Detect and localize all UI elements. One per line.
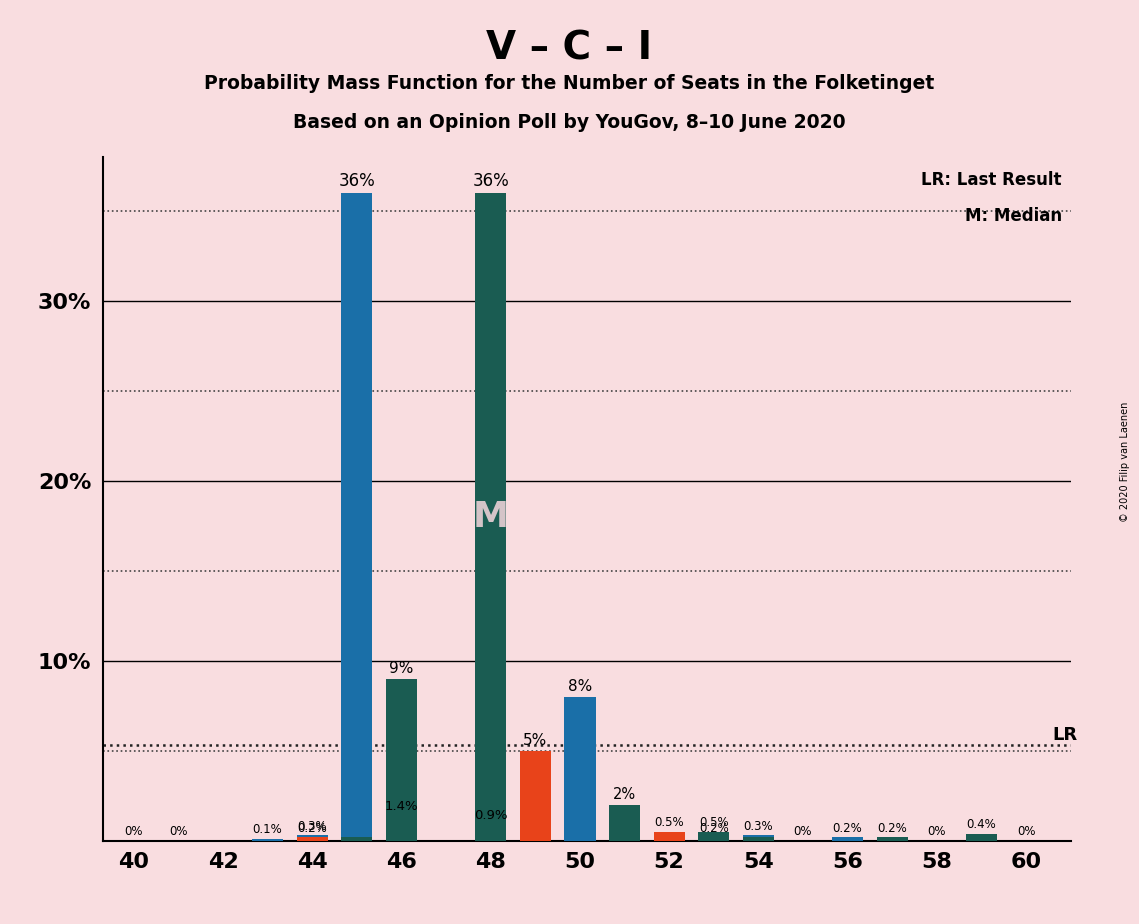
Text: 0.2%: 0.2% (877, 821, 907, 834)
Text: 0.4%: 0.4% (967, 818, 997, 831)
Text: 0%: 0% (124, 825, 144, 838)
Bar (252, 839, 284, 841)
Text: 0.9%: 0.9% (474, 808, 507, 822)
Text: 0%: 0% (927, 825, 947, 838)
Bar (877, 837, 908, 841)
Bar (698, 837, 729, 841)
Text: M: M (473, 500, 509, 534)
Bar (342, 193, 372, 841)
Bar (386, 679, 417, 841)
Bar (475, 193, 506, 841)
Bar (519, 751, 551, 841)
Text: M: Median: M: Median (965, 208, 1062, 225)
Bar (296, 835, 328, 841)
Text: © 2020 Filip van Laenen: © 2020 Filip van Laenen (1121, 402, 1130, 522)
Text: 1.4%: 1.4% (385, 800, 418, 813)
Bar (296, 837, 328, 841)
Text: 0.2%: 0.2% (297, 821, 327, 834)
Text: 36%: 36% (338, 173, 375, 190)
Text: 0.5%: 0.5% (699, 816, 729, 829)
Bar (743, 837, 775, 841)
Text: LR: LR (1052, 725, 1077, 744)
Text: 36%: 36% (473, 173, 509, 190)
Bar (654, 832, 685, 841)
Text: 0.1%: 0.1% (253, 823, 282, 836)
Text: 0%: 0% (169, 825, 188, 838)
Text: 2%: 2% (613, 787, 636, 802)
Text: V – C – I: V – C – I (486, 30, 653, 67)
Text: LR: Last Result: LR: Last Result (921, 172, 1062, 189)
Text: 5%: 5% (523, 733, 548, 748)
Text: 0.5%: 0.5% (654, 816, 683, 829)
Text: 9%: 9% (390, 662, 413, 676)
Bar (966, 833, 997, 841)
Bar (698, 832, 729, 841)
Bar (831, 837, 863, 841)
Bar (386, 816, 417, 841)
Text: 0.3%: 0.3% (297, 820, 327, 833)
Text: 8%: 8% (567, 679, 592, 694)
Bar (342, 837, 372, 841)
Bar (475, 824, 506, 841)
Text: Probability Mass Function for the Number of Seats in the Folketinget: Probability Mass Function for the Number… (204, 74, 935, 93)
Text: 0%: 0% (794, 825, 812, 838)
Text: 0.2%: 0.2% (699, 821, 729, 834)
Text: 0.3%: 0.3% (744, 820, 773, 833)
Bar (609, 805, 640, 841)
Bar (564, 697, 596, 841)
Text: Based on an Opinion Poll by YouGov, 8–10 June 2020: Based on an Opinion Poll by YouGov, 8–10… (293, 113, 846, 132)
Text: 0.2%: 0.2% (833, 821, 862, 834)
Bar (743, 835, 775, 841)
Text: 0%: 0% (1017, 825, 1035, 838)
